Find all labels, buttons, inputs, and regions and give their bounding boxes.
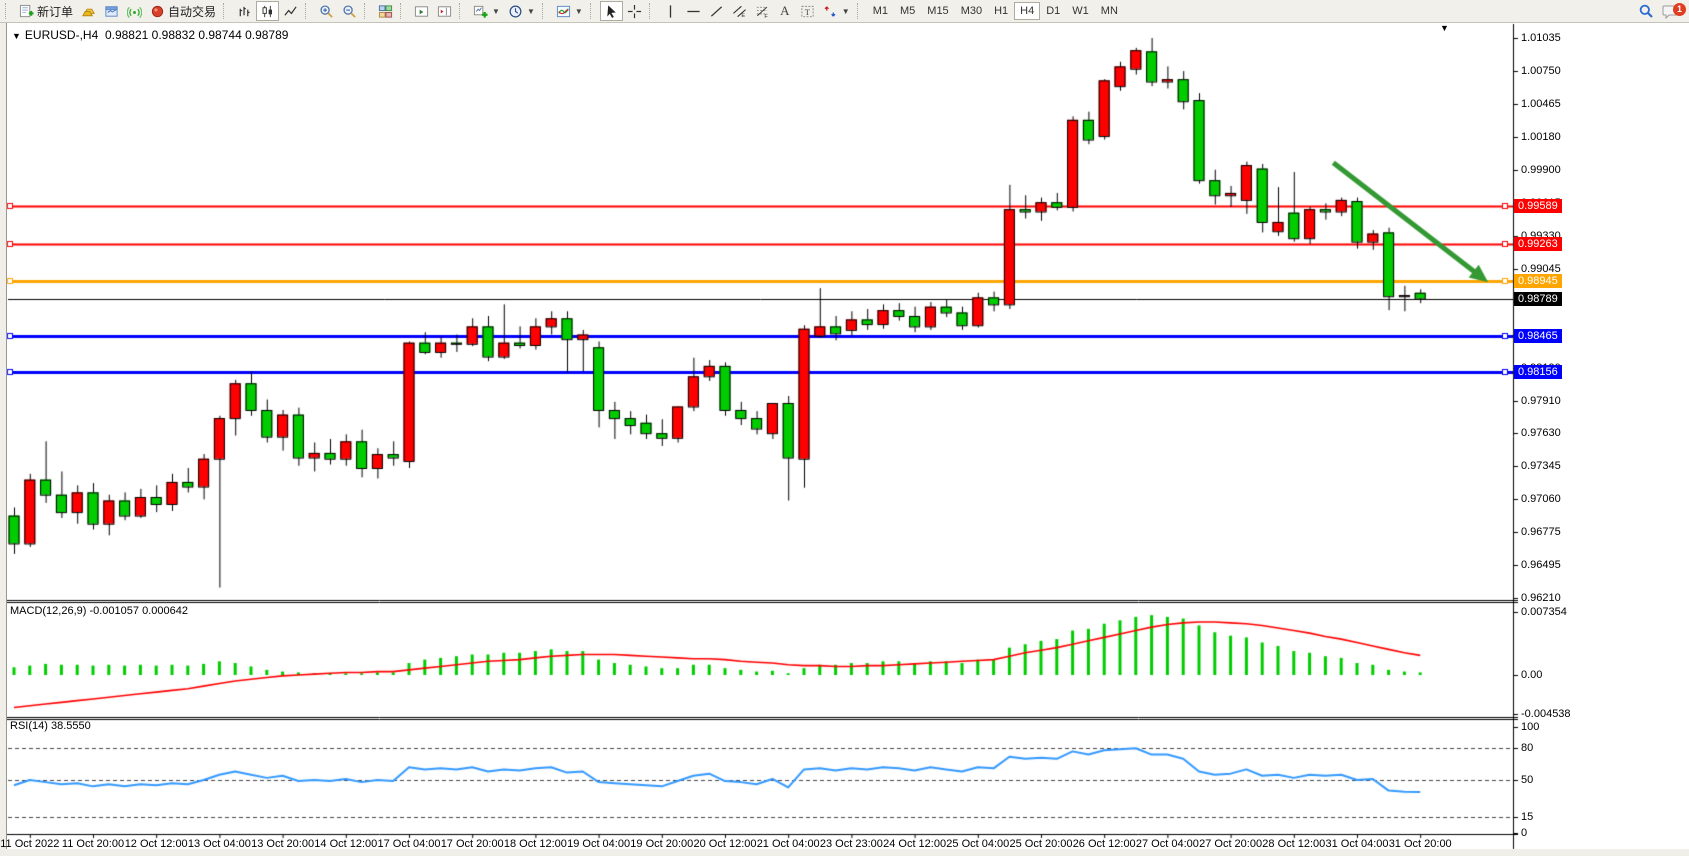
svg-text:T: T: [804, 6, 809, 16]
profiles-icon: [104, 4, 119, 19]
horizontal-line-tool-button[interactable]: [682, 1, 705, 21]
toolbar-grip[interactable]: [223, 3, 230, 19]
window-frame-left: [0, 23, 7, 856]
text-tool-button[interactable]: A: [774, 1, 796, 21]
line-chart-button[interactable]: [279, 1, 302, 21]
chart-shift-icon: [437, 4, 452, 19]
indicators-button[interactable]: ▼: [552, 1, 587, 21]
text-label-icon: T: [800, 4, 815, 19]
chevron-down-icon: ▼: [841, 6, 850, 16]
trendline-tool-button[interactable]: [705, 1, 728, 21]
candlestick-chart-button[interactable]: [256, 1, 280, 21]
cursor-icon: [604, 4, 619, 19]
toolbar-grip[interactable]: [856, 3, 864, 19]
fibonacci-tool-button[interactable]: F: [751, 1, 774, 21]
timeframe-m1-button[interactable]: M1: [872, 5, 888, 17]
timeframe-m15-button[interactable]: M15: [927, 5, 949, 17]
timeframe-d1-button[interactable]: D1: [1046, 5, 1061, 17]
chart-shift-button[interactable]: [433, 1, 456, 21]
crosshair-tool-button[interactable]: [623, 1, 646, 21]
toolbar-grip[interactable]: [364, 3, 371, 19]
crosshair-icon: [627, 4, 642, 19]
toolbar-grip[interactable]: [589, 3, 597, 19]
trendline-icon: [709, 4, 724, 19]
chevron-down-icon: ▼: [574, 6, 583, 16]
status-strip: [0, 849, 1689, 856]
new-chart-icon: [473, 4, 488, 19]
chevron-down-icon: ▼: [526, 6, 535, 16]
clock-icon: [508, 4, 523, 19]
new-order-button[interactable]: 新订单: [15, 1, 77, 21]
signals-button[interactable]: [123, 1, 146, 21]
zoom-out-button[interactable]: [338, 1, 361, 21]
zoom-in-button[interactable]: [315, 1, 338, 21]
arrows-icon: [823, 4, 838, 19]
toolbar-grip[interactable]: [459, 3, 466, 19]
horizontal-line-icon: [686, 4, 701, 19]
tile-windows-icon: [378, 4, 393, 19]
equidistant-channel-tool-button[interactable]: E: [728, 1, 751, 21]
vertical-line-icon: [663, 4, 678, 19]
channel-icon: E: [732, 4, 747, 19]
svg-text:F: F: [764, 14, 768, 19]
period-button[interactable]: ▼: [504, 1, 539, 21]
tile-windows-button[interactable]: [374, 1, 397, 21]
zoom-out-icon: [342, 4, 357, 19]
fibonacci-icon: F: [755, 4, 770, 19]
search-button[interactable]: [1634, 1, 1658, 21]
indicators-icon: [556, 4, 571, 19]
notifications-button[interactable]: 1: [1658, 1, 1686, 21]
toolbar-grip[interactable]: [541, 3, 549, 19]
text-tool-icon: A: [780, 3, 790, 18]
new-order-icon: [19, 4, 34, 19]
auto-scroll-button[interactable]: [410, 1, 433, 21]
auto-trading-button[interactable]: 自动交易: [146, 1, 220, 21]
auto-scroll-icon: [414, 4, 429, 19]
bar-chart-button[interactable]: [233, 1, 256, 21]
search-icon: [1638, 3, 1654, 19]
timeframe-h4-button[interactable]: H4: [1014, 2, 1041, 20]
svg-text:E: E: [741, 13, 745, 19]
zoom-in-icon: [319, 4, 334, 19]
arrows-tool-button[interactable]: ▼: [819, 1, 854, 21]
timeframe-mn-button[interactable]: MN: [1100, 5, 1118, 17]
toolbar-grip[interactable]: [648, 3, 656, 19]
notification-badge: 1: [1673, 3, 1686, 16]
chevron-down-icon: ▼: [492, 6, 500, 16]
gold-bar-icon: [81, 4, 96, 19]
main-toolbar: 新订单 自动交易 ▼ ▼: [0, 0, 1689, 23]
cursor-tool-button[interactable]: [599, 1, 623, 21]
timeframe-m5-button[interactable]: M5: [900, 5, 916, 17]
vertical-line-tool-button[interactable]: [659, 1, 682, 21]
signal-icon: [127, 4, 143, 19]
bar-chart-icon: [237, 4, 252, 19]
new-order-label: 新订单: [37, 4, 74, 19]
timeframe-w1-button[interactable]: W1: [1072, 5, 1089, 17]
toolbar-grip[interactable]: [5, 3, 12, 19]
timeframe-m30-button[interactable]: M30: [960, 5, 983, 17]
auto-trading-icon: [150, 4, 165, 19]
auto-trading-label: 自动交易: [168, 4, 217, 19]
toolbar-grip[interactable]: [400, 3, 407, 19]
text-label-tool-button[interactable]: T: [796, 1, 819, 21]
toolbar-grip[interactable]: [305, 3, 312, 19]
candlestick-chart-icon: [260, 4, 275, 19]
market-watch-button[interactable]: [77, 1, 100, 21]
timeframe-h1-button[interactable]: H1: [994, 5, 1009, 17]
new-chart-button[interactable]: ▼: [469, 1, 504, 21]
chart-profiles-button[interactable]: [100, 1, 123, 21]
line-chart-icon: [283, 4, 298, 19]
